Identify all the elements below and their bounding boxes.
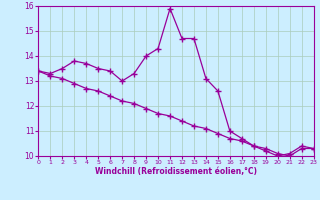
X-axis label: Windchill (Refroidissement éolien,°C): Windchill (Refroidissement éolien,°C) — [95, 167, 257, 176]
